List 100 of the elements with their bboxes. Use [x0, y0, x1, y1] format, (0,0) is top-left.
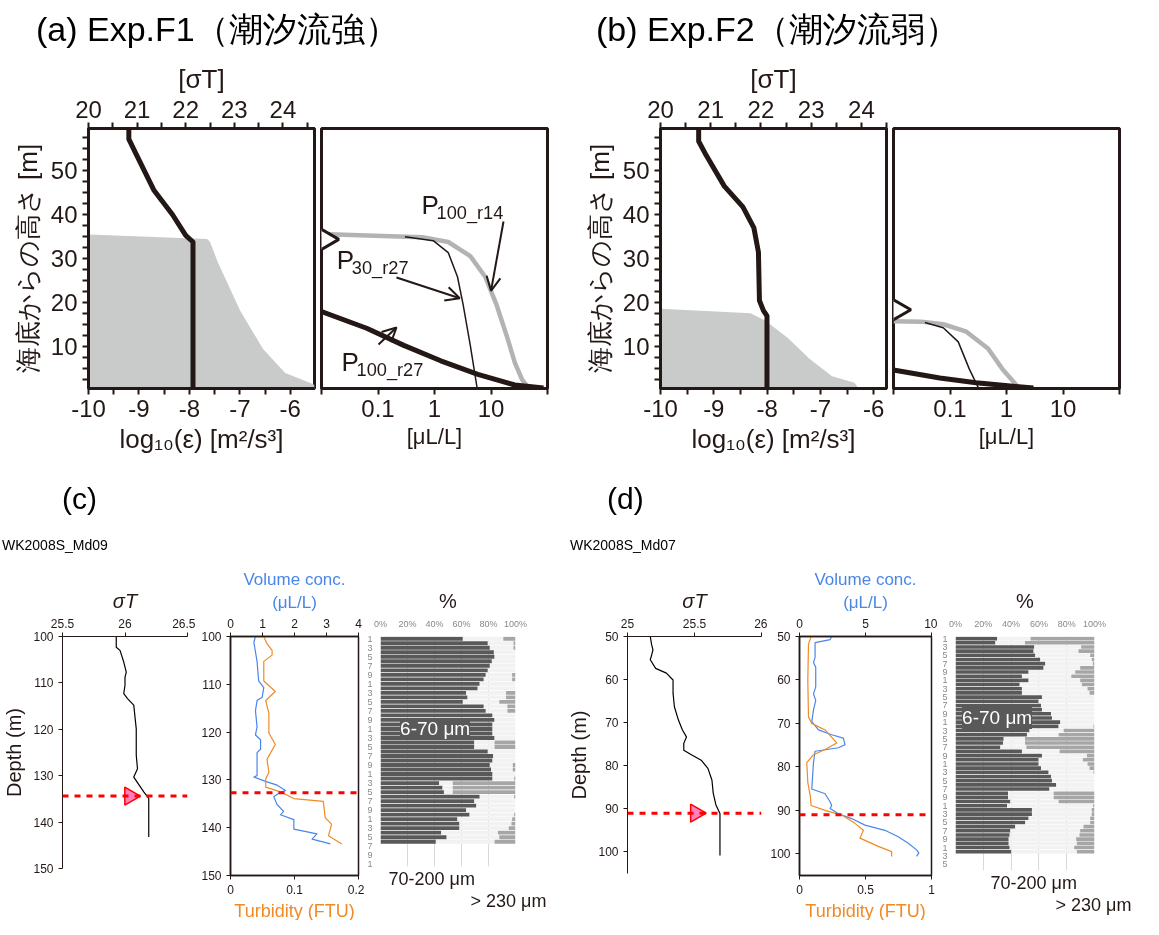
y-tick-label: 90: [777, 803, 791, 818]
y-tick-label: 50: [605, 630, 619, 644]
x-tick-label: 1: [928, 882, 936, 897]
y-tick-label: 9: [942, 750, 948, 761]
x2-tick-label: 2: [291, 616, 299, 631]
series-label: 70-200 μm: [388, 868, 475, 889]
y-tick-label: 3: [942, 683, 948, 694]
y-tick-label: 3: [367, 687, 373, 698]
x-tick-label: 0%: [949, 618, 963, 629]
x-tick-label: -6: [863, 394, 885, 422]
x-tick-label: -10: [71, 394, 106, 422]
x-tick-label: -7: [229, 394, 251, 422]
x-tick-label: -10: [643, 394, 678, 422]
x-tick-label: 0.5: [857, 882, 875, 897]
x-tick-label: 1: [999, 394, 1014, 422]
x2-axis-title: [σT]: [750, 63, 797, 94]
y-tick-label: 5: [942, 775, 948, 786]
y-tick-label: 5: [367, 832, 373, 843]
y-tick-label: 40: [50, 201, 78, 229]
x-tick-label: 10: [1049, 394, 1077, 422]
y-tick-label: 90: [605, 802, 619, 817]
y-tick-label: 1: [942, 758, 948, 769]
y-tick-label: 5: [942, 733, 948, 744]
x-tick-label: -9: [703, 394, 725, 422]
y-tick-label: 7: [367, 841, 373, 852]
y-tick-label: 5: [367, 651, 373, 662]
x-tick-label: 26: [118, 616, 132, 631]
y-tick-label: 3: [367, 642, 373, 653]
x-tick-label: 25.5: [50, 616, 75, 631]
chart-subtitle: WK2008S_Md07: [570, 537, 676, 553]
x-axis-title: σT: [112, 589, 139, 612]
x2-tick-label: 24: [848, 95, 875, 123]
y-tick-label: 1: [942, 842, 948, 853]
x-tick-label: 0.1: [933, 394, 967, 422]
y-tick-label: 100: [201, 630, 222, 644]
y-tick-label: 7: [942, 700, 948, 711]
series-label: 70-200 μm: [990, 872, 1077, 893]
x2-axis-title: Volume conc. (μL/L): [814, 569, 917, 612]
y-tick-label: 1: [942, 633, 948, 644]
y-tick-label: 130: [201, 773, 222, 788]
x-tick-label: 100%: [1082, 618, 1107, 629]
chart-subtitle: WK2008S_Md09: [2, 537, 108, 553]
x-tick-label: 0%: [374, 618, 388, 629]
y-tick-label: 3: [942, 809, 948, 820]
y-tick-label: 5: [367, 741, 373, 752]
x2-tick-label: 5: [862, 616, 870, 631]
y-tick-label: 3: [367, 778, 373, 789]
y-tick-label: 130: [33, 769, 54, 784]
x-axis-title: [μL/L]: [406, 423, 463, 449]
y-tick-label: 1: [367, 859, 373, 870]
x-tick-label: 10: [477, 394, 505, 422]
x-axis-title: log₁₀(ε) [m²/s³]: [119, 423, 284, 454]
x-tick-label: 0: [796, 882, 804, 897]
y-tick-label: 60: [605, 673, 619, 688]
y-tick-label: 100: [33, 630, 54, 644]
x-axis-title: %: [1016, 589, 1035, 612]
x-tick-label: 60%: [452, 618, 471, 629]
x-tick-label: 80%: [1057, 618, 1076, 629]
x-axis-title: log₁₀(ε) [m²/s³]: [691, 423, 856, 454]
y-tick-label: 9: [367, 760, 373, 771]
x2-tick-label: 21: [123, 95, 151, 123]
x-tick-label: 100%: [503, 618, 528, 629]
y-tick-label: 1: [942, 800, 948, 811]
y-tick-label: 100: [770, 847, 791, 862]
x-tick-label: 26.5: [172, 616, 196, 631]
y-tick-label: 9: [367, 805, 373, 816]
y-tick-label: 100: [598, 845, 619, 860]
y-tick-label: 10: [50, 333, 78, 361]
x-tick-label: 40%: [425, 618, 444, 629]
y-tick-label: 150: [33, 862, 54, 876]
y-axis-title: 海底からの高さ [m]: [12, 143, 43, 374]
y-tick-label: 3: [942, 641, 948, 652]
y-tick-label: 3: [367, 732, 373, 743]
y-tick-label: 9: [942, 708, 948, 719]
y-tick-label: 3: [942, 767, 948, 778]
y-axis-title: Depth (m): [568, 710, 591, 800]
x-tick-label: -9: [128, 394, 150, 422]
x-axis-title: Turbidity (FTU): [234, 900, 355, 921]
y-tick-label: 20: [50, 289, 78, 317]
x2-axis-title: [σT]: [178, 63, 225, 94]
x2-tick-label: 24: [269, 95, 297, 123]
x-tick-label: 0.2: [347, 882, 365, 897]
x2-tick-label: 23: [797, 95, 825, 123]
y-tick-label: 9: [942, 792, 948, 803]
y-tick-label: 50: [622, 157, 650, 185]
y-tick-label: 5: [942, 692, 948, 703]
y-tick-label: 9: [942, 667, 948, 678]
y-tick-label: 3: [942, 850, 948, 861]
y-tick-label: 5: [942, 817, 948, 828]
y-tick-label: 10: [622, 333, 650, 361]
y-tick-label: 7: [942, 825, 948, 836]
x-axis-title: Turbidity (FTU): [805, 900, 926, 921]
y-tick-label: 80: [605, 759, 619, 774]
y-tick-label: 9: [367, 714, 373, 725]
x-tick-label: 40%: [1002, 618, 1021, 629]
y-tick-label: 5: [942, 859, 948, 870]
y-tick-label: 1: [367, 723, 373, 734]
y-tick-label: 7: [942, 742, 948, 753]
y-tick-label: 5: [942, 650, 948, 661]
y-tick-label: 110: [202, 677, 222, 692]
